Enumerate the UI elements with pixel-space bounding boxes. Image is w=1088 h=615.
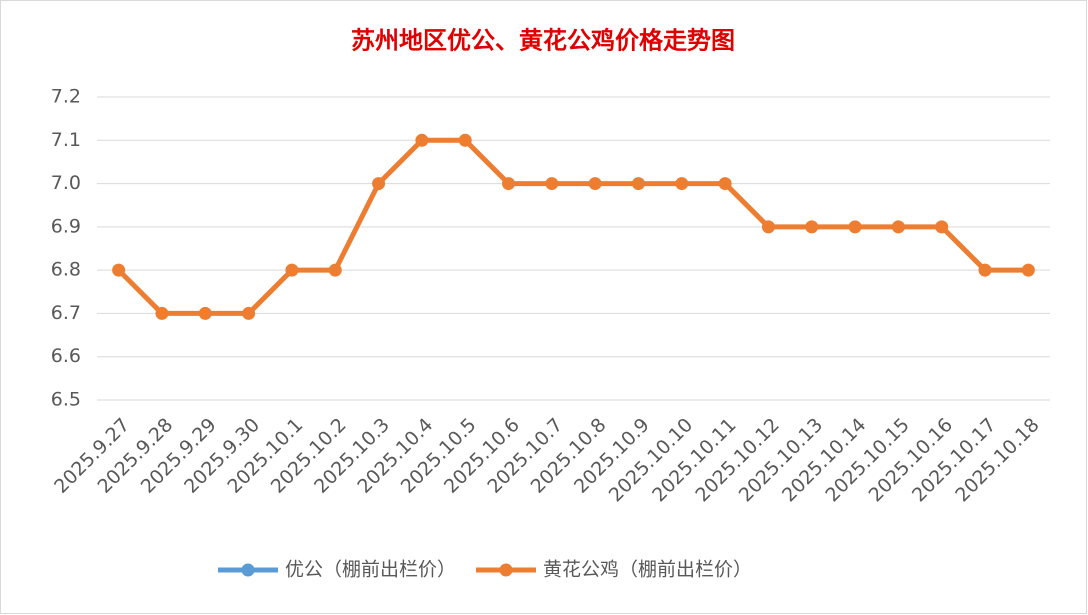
point xyxy=(458,133,472,147)
y-tick-label: 7.0 xyxy=(51,172,81,194)
point xyxy=(935,220,949,234)
point xyxy=(631,177,645,191)
point xyxy=(848,220,862,234)
point xyxy=(328,263,342,277)
y-tick-label: 6.6 xyxy=(51,345,81,367)
y-tick-label: 6.9 xyxy=(51,215,81,237)
y-tick-label: 6.5 xyxy=(51,389,81,411)
point xyxy=(155,306,169,320)
point xyxy=(112,263,126,277)
legend-marker xyxy=(499,563,513,577)
point xyxy=(675,177,689,191)
y-tick-label: 6.8 xyxy=(51,259,81,281)
point xyxy=(285,263,299,277)
point xyxy=(891,220,905,234)
point xyxy=(198,306,212,320)
point xyxy=(502,177,516,191)
point xyxy=(718,177,732,191)
y-tick-label: 6.7 xyxy=(51,302,81,324)
chart-title: 苏州地区优公、黄花公鸡价格走势图 xyxy=(351,26,735,55)
y-tick-label: 7.2 xyxy=(51,86,81,108)
series-line xyxy=(116,137,1029,316)
point xyxy=(1021,263,1035,277)
point xyxy=(761,220,775,234)
point xyxy=(242,306,256,320)
legend-marker xyxy=(241,563,255,577)
point xyxy=(415,133,429,147)
point xyxy=(545,177,559,191)
legend-label: 黄花公鸡（棚前出栏价） xyxy=(543,559,752,581)
point xyxy=(978,263,992,277)
point xyxy=(588,177,602,191)
y-tick-label: 7.1 xyxy=(51,129,81,151)
point xyxy=(372,177,386,191)
point xyxy=(805,220,819,234)
legend-label: 优公（棚前出栏价） xyxy=(285,559,456,581)
